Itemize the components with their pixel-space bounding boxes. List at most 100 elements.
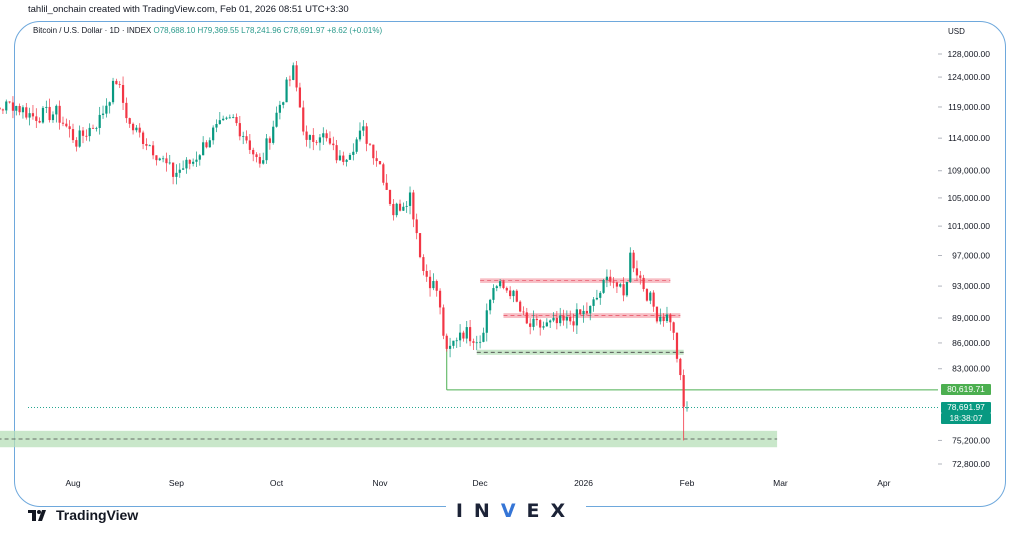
candle-body — [342, 155, 345, 162]
candle-body — [38, 120, 41, 123]
candle-body — [555, 317, 558, 324]
x-tick-label: Mar — [773, 478, 788, 488]
tradingview-logo[interactable]: TradingView — [28, 507, 138, 523]
candle-body — [455, 340, 458, 342]
candle-body — [375, 158, 378, 162]
candle-body — [98, 114, 101, 128]
x-tick-label: Feb — [680, 478, 695, 488]
candle-body — [178, 169, 181, 173]
candle-body — [509, 290, 512, 297]
candle-body — [5, 101, 8, 111]
y-tick-label: 89,000.00 — [952, 313, 990, 323]
invex-v: V — [500, 500, 527, 522]
candle-body — [101, 113, 105, 115]
candle-body — [235, 117, 238, 124]
candle-body — [615, 282, 619, 287]
candle-body — [625, 281, 629, 296]
candle-body — [552, 317, 555, 321]
candle-body — [265, 138, 268, 161]
bar-countdown-tag: 18:38:07 — [941, 413, 991, 424]
candle-body — [295, 65, 298, 88]
candle-body — [385, 182, 388, 190]
candle-body — [582, 310, 585, 315]
candle-body — [345, 159, 348, 162]
candle-body — [238, 123, 241, 137]
candle-body — [218, 120, 221, 125]
candle-body — [468, 327, 472, 342]
candle-body — [458, 332, 462, 341]
candle-body — [172, 162, 175, 177]
candle-body — [245, 136, 248, 141]
candle-body — [392, 203, 395, 216]
candle-body — [192, 161, 195, 164]
candle-body — [422, 257, 425, 271]
y-tick-label: 75,200.00 — [952, 435, 990, 445]
candle-body — [88, 127, 91, 137]
candle-body — [205, 142, 208, 148]
candle-body — [448, 345, 452, 349]
candle-body — [572, 321, 575, 326]
candle-body — [322, 133, 325, 138]
candle-body — [408, 192, 412, 206]
ohlc-readout: O78,688.10 H79,369.55 L78,241.96 C78,691… — [153, 26, 383, 35]
resistance-zone — [503, 313, 681, 319]
candle-body — [595, 297, 599, 300]
candle-body — [268, 138, 271, 143]
candle-body — [258, 157, 261, 164]
y-tick-label: 86,000.00 — [952, 338, 990, 348]
candle-body — [248, 140, 251, 150]
candle-body — [105, 105, 108, 114]
candle-body — [285, 79, 288, 103]
candle-body — [592, 299, 595, 306]
invex-left: IN — [455, 500, 501, 522]
candle-body — [115, 80, 118, 85]
y-tick-label: 124,000.00 — [947, 72, 990, 82]
candle-body — [682, 375, 685, 407]
x-tick-label: 2026 — [574, 478, 593, 488]
candle-body — [672, 322, 675, 333]
candle-body — [515, 290, 518, 302]
candle-body — [288, 79, 292, 81]
candle-body — [68, 126, 71, 130]
candle-body — [28, 113, 31, 118]
candle-body — [165, 158, 168, 164]
candle-body — [569, 316, 572, 322]
candle-body — [499, 281, 502, 287]
candle-body — [118, 84, 121, 86]
candle-body — [395, 203, 398, 216]
candle-body — [532, 318, 535, 327]
candle-body — [465, 327, 468, 339]
candle-body — [432, 281, 435, 289]
candle-body — [599, 292, 602, 298]
candle-body — [368, 143, 372, 145]
candle-body — [539, 320, 542, 328]
x-tick-label: Aug — [65, 478, 80, 488]
candle-body — [45, 106, 48, 108]
candle-body — [225, 117, 228, 119]
candle-body — [435, 281, 438, 291]
candle-body — [662, 316, 665, 322]
candle-body — [182, 168, 185, 170]
candle-body — [505, 287, 508, 291]
candle-body — [168, 162, 171, 164]
candle-body — [222, 118, 225, 121]
candle-body — [188, 159, 191, 164]
candle-body — [659, 316, 662, 322]
candle-body — [579, 309, 582, 315]
candle-body — [635, 268, 639, 276]
candle-body — [78, 130, 81, 147]
candle-body — [669, 314, 672, 323]
candle-body — [202, 142, 205, 156]
candle-body — [315, 141, 318, 143]
candle-body — [302, 107, 305, 132]
candle-body — [335, 145, 338, 161]
candle-body — [565, 316, 568, 321]
candle-body — [525, 312, 528, 324]
candle-body — [529, 323, 532, 327]
candle-body — [542, 326, 545, 328]
candle-body — [48, 106, 51, 121]
candle-body — [58, 105, 61, 123]
symbol-legend: Bitcoin / U.S. Dollar · 1D · INDEX O78,6… — [33, 26, 382, 35]
candle-body — [125, 102, 128, 119]
